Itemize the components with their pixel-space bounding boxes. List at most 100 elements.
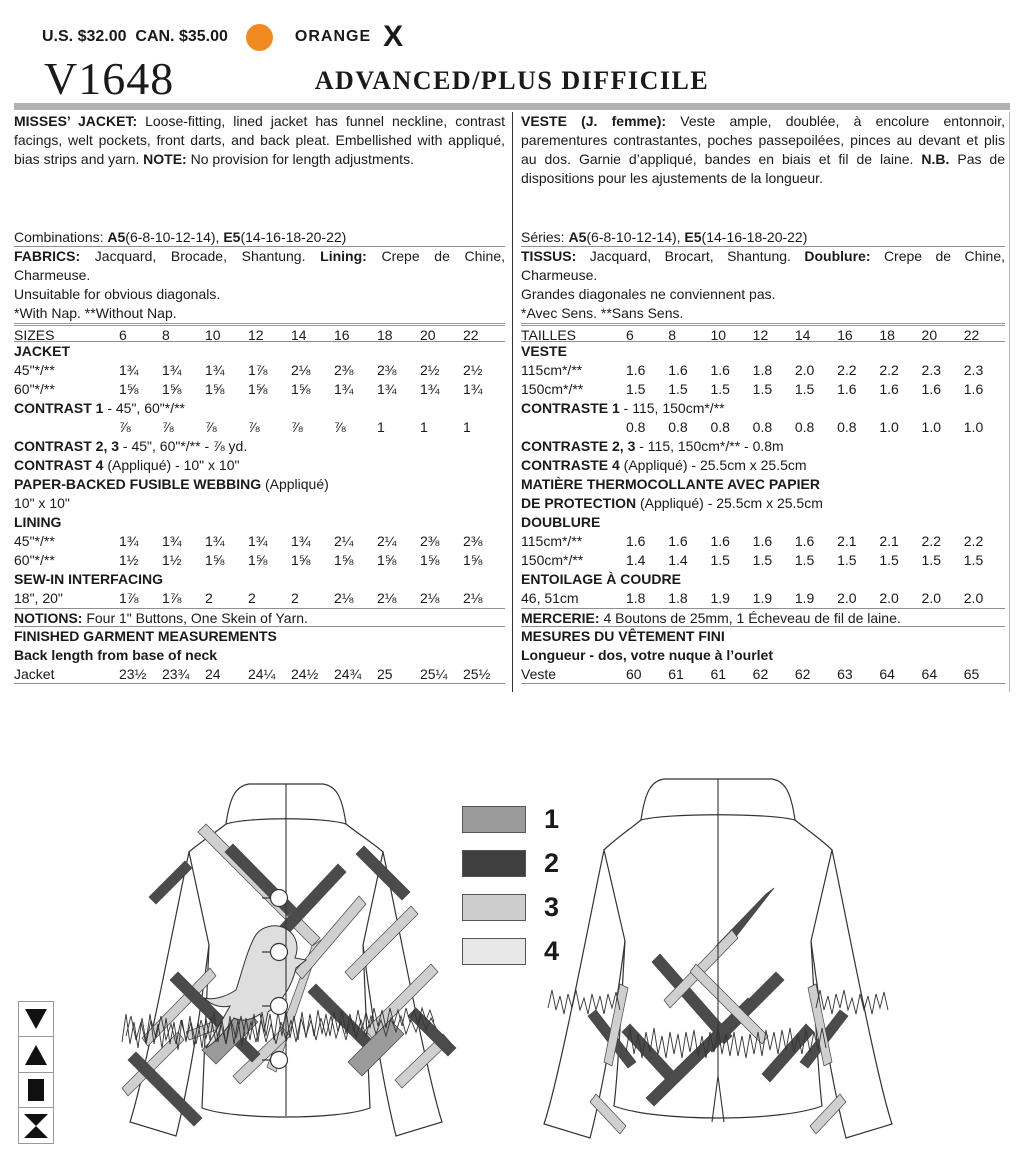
table-cell: 1.8 — [752, 362, 773, 378]
text-segment: 4 Boutons de 25mm, 1 Écheveau de fil de … — [599, 610, 901, 626]
illustration-area: 1 2 3 4 — [0, 692, 1024, 1169]
table-cell: 1¾ — [205, 533, 225, 549]
table-cell: 1½ — [162, 552, 182, 568]
table-cell: 1.5 — [879, 552, 899, 568]
contrast1-heading: CONTRAST 1 - 45", 60"*/** — [14, 399, 505, 418]
table-cell: 10 — [205, 327, 221, 343]
table-cell: 14 — [291, 327, 307, 343]
table-cell: 1.6 — [668, 362, 688, 378]
table-cell: 64 — [879, 666, 895, 682]
table-cell: 2.2 — [963, 533, 984, 549]
table-cell: 1¾ — [377, 381, 397, 397]
table-cell: 2.1 — [879, 533, 899, 549]
text-segment: Jacquard, Brocade, Shantung. — [94, 248, 321, 264]
table-cell: 1.6 — [794, 533, 815, 549]
table-cell: 2.0 — [794, 362, 815, 378]
section-lining: LINING — [14, 514, 62, 530]
sizes-label-fr: TAILLES — [521, 327, 576, 343]
interfacing-row: 18", 20" 1⅞ 1⅞ 2 2 2 2⅛ 2⅛ 2⅛ 2⅛ — [14, 589, 505, 608]
table-cell: 1.0 — [963, 419, 984, 435]
text-segment: A5 — [107, 229, 126, 245]
doublure-row-150: 150cm*/** 1.4 1.4 1.5 1.5 1.5 1.5 1.5 1.5 1.5 — [521, 551, 1005, 570]
table-cell: 2⅛ — [291, 362, 311, 378]
nap-note-fr: *Avec Sens. **Sans Sens. — [521, 305, 684, 321]
section-jacket: JACKET — [14, 343, 71, 359]
section-veste: VESTE — [521, 343, 567, 359]
text-segment: (6-8-10-12-14), — [125, 229, 224, 245]
text-segment: Veste ample, doublée, à encolure entonno… — [521, 113, 1005, 167]
buttons — [262, 888, 289, 1070]
table-cell: 2.1 — [837, 533, 857, 549]
table-cell: 1.9 — [752, 590, 773, 606]
divider-bar — [14, 103, 1010, 110]
pattern-number: V1648 — [44, 53, 175, 104]
swatch-4 — [462, 938, 526, 965]
text-segment: A5 — [568, 229, 587, 245]
text-segment: - 115, 150cm*/** — [619, 400, 725, 416]
table-cell: 1⅞ — [248, 362, 268, 378]
table-cell: 1.5 — [668, 381, 688, 397]
legend-item: 1 — [462, 804, 559, 835]
sizes-row-fr: TAILLES 6 8 10 12 14 16 18 20 22 — [521, 323, 1005, 343]
table-cell: 1⅝ — [205, 381, 225, 397]
table-cell: 24¼ — [248, 666, 276, 682]
thermocollante-line-1: MATIÈRE THERMOCOLLANTE AVEC PAPIER — [521, 475, 1005, 494]
nap-note: *With Nap. **Without Nap. — [14, 305, 177, 321]
table-cell: 1 — [420, 419, 428, 435]
row-label: 150cm*/** — [521, 381, 584, 397]
table-cell: 1.5 — [710, 552, 730, 568]
table-cell: 1.5 — [752, 552, 773, 568]
row-label: Veste — [521, 666, 557, 682]
text-segment: - 115, 150cm*/** - 0.8m — [635, 438, 784, 454]
text-segment: (14-16-18-20-22) — [240, 229, 347, 245]
table-cell: 60 — [626, 666, 642, 682]
text-segment: TISSUS: — [521, 248, 590, 264]
table-cell: 2¼ — [334, 533, 354, 549]
triangle-up-icon — [18, 1036, 54, 1073]
square-icon — [18, 1071, 54, 1109]
table-cell: 1.6 — [921, 381, 942, 397]
table-cell: 2⅛ — [377, 590, 397, 606]
table-cell: 2.0 — [963, 590, 984, 606]
table-cell: 65 — [963, 666, 980, 682]
table-cell: 25½ — [463, 666, 491, 682]
table-cell: ⅞ — [162, 419, 174, 435]
price-row: U.S. $32.00 CAN. $35.00 ORANGE X — [42, 22, 403, 52]
webbing-line-1: PAPER-BACKED FUSIBLE WEBBING (Appliqué) — [14, 475, 505, 494]
doublure-row-115: 115cm*/** 1.6 1.6 1.6 1.6 1.6 2.1 2.1 2.2 2.2 — [521, 532, 1005, 551]
price-text: U.S. $32.00 CAN. $35.00 — [42, 28, 228, 45]
table-cell: 1¾ — [119, 533, 139, 549]
table-cell: 6 — [626, 327, 634, 343]
row-label: 150cm*/** — [521, 552, 584, 568]
text-segment: Jacquard, Brocart, Shantung. — [589, 248, 805, 264]
text-segment: 10" x 10" — [14, 495, 70, 511]
mesures-header: MESURES DU VÊTEMENT FINI — [521, 628, 725, 644]
table-cell: 1⅝ — [420, 552, 440, 568]
text-segment: (14-16-18-20-22) — [701, 229, 808, 245]
garment-description-fr: VESTE (J. femme): Veste ample, doublée, … — [521, 112, 1005, 228]
table-cell: 23½ — [119, 666, 147, 682]
table-cell: 61 — [710, 666, 727, 682]
table-cell: 2.2 — [921, 533, 942, 549]
table-cell: 1.5 — [794, 381, 815, 397]
text-segment: E5 — [223, 229, 241, 245]
table-cell: 16 — [837, 327, 853, 343]
table-cell: 24 — [205, 666, 221, 682]
table-cell: 2.3 — [921, 362, 942, 378]
combinations-line-fr: Séries: A5(6-8-10-12-14), E5(14-16-18-20… — [521, 228, 1005, 247]
text-segment: E5 — [684, 229, 702, 245]
table-cell: 12 — [752, 327, 769, 343]
section-entoilage: ENTOILAGE À COUDRE — [521, 571, 681, 587]
table-cell: 2.2 — [879, 362, 899, 378]
table-cell: 14 — [794, 327, 811, 343]
table-cell: 2¼ — [377, 533, 397, 549]
table-cell: 2⅜ — [463, 533, 483, 549]
table-cell: 1.5 — [963, 552, 984, 568]
text-segment: PAPER-BACKED FUSIBLE WEBBING — [14, 476, 262, 492]
table-cell: 2.0 — [879, 590, 899, 606]
triangle-down-icon — [18, 1000, 54, 1038]
fabric-legend: 1 2 3 4 — [462, 804, 559, 967]
row-label: 115cm*/** — [521, 533, 583, 549]
table-cell: 2 — [205, 590, 213, 606]
text-segment: Combinations: — [14, 229, 108, 245]
